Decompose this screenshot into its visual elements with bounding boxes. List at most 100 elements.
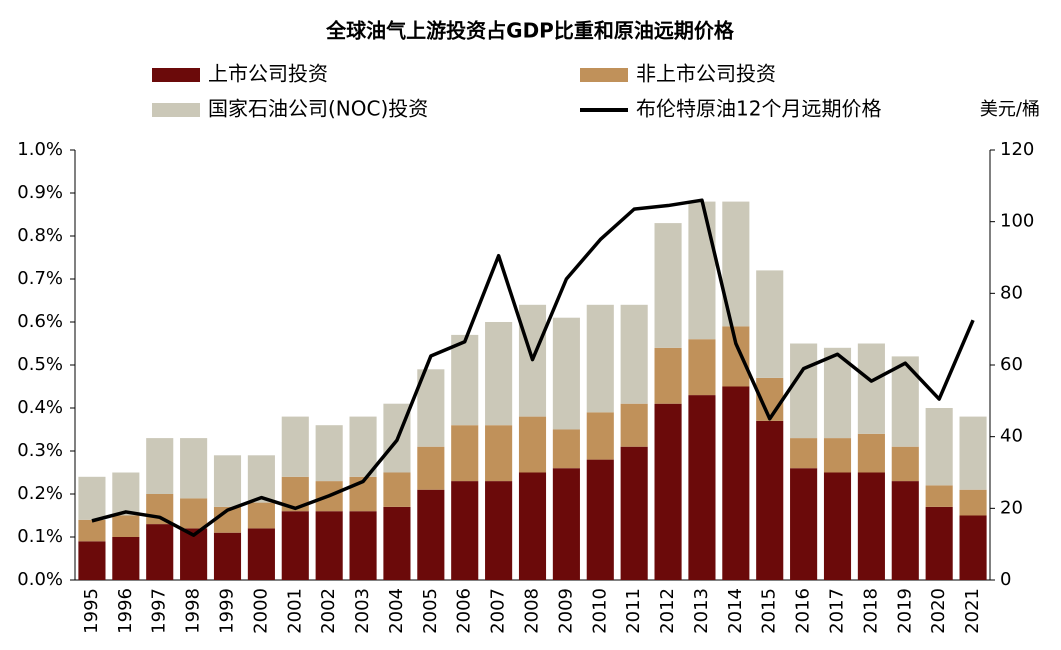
x-tick-label: 2012 bbox=[657, 588, 678, 634]
legend-label: 上市公司投资 bbox=[208, 62, 328, 86]
bar-segment bbox=[78, 541, 106, 580]
x-tick-label: 2008 bbox=[522, 588, 543, 634]
bar-segment bbox=[959, 416, 987, 490]
bar-segment bbox=[790, 468, 818, 580]
bar-segment bbox=[823, 438, 852, 473]
legend-label: 非上市公司投资 bbox=[636, 62, 776, 86]
x-tick-label: 1998 bbox=[183, 588, 204, 634]
x-tick-label: 2001 bbox=[284, 588, 305, 634]
bar-segment bbox=[180, 498, 208, 529]
bar-segment bbox=[891, 481, 919, 580]
bar-segment bbox=[959, 515, 987, 580]
bar-segment bbox=[485, 322, 513, 426]
y-tick-label: 0.6% bbox=[17, 311, 63, 332]
x-tick-label: 2013 bbox=[691, 588, 712, 634]
bar-segment bbox=[857, 472, 885, 580]
x-tick-label: 2005 bbox=[420, 588, 441, 634]
bar-segment bbox=[688, 395, 716, 580]
legend-swatch bbox=[580, 68, 628, 82]
bar-segment bbox=[213, 455, 242, 507]
x-tick-label: 2018 bbox=[860, 588, 881, 634]
bar-segment bbox=[790, 343, 818, 439]
bar-segment bbox=[620, 403, 648, 447]
bar-segment bbox=[654, 403, 682, 580]
y-tick-label: 0.3% bbox=[17, 440, 63, 461]
bar-segment bbox=[518, 416, 547, 473]
bar-segment bbox=[451, 481, 479, 580]
bar-segment bbox=[620, 304, 648, 404]
x-tick-label: 1996 bbox=[115, 588, 136, 634]
chart-title: 全球油气上游投资占GDP比重和原油远期价格 bbox=[325, 19, 735, 43]
legend-swatch bbox=[152, 68, 200, 82]
y-tick-label: 0.4% bbox=[17, 397, 63, 418]
bar-segment bbox=[281, 416, 309, 477]
y2-tick-label: 80 bbox=[1000, 282, 1023, 303]
x-tick-label: 1995 bbox=[81, 588, 102, 634]
bar-segment bbox=[620, 446, 648, 580]
x-tick-label: 2003 bbox=[352, 588, 373, 634]
y2-tick-label: 60 bbox=[1000, 354, 1023, 375]
bar-segment bbox=[722, 386, 750, 580]
bar-segment bbox=[451, 334, 479, 426]
y2-axis-label: 美元/桶 bbox=[980, 99, 1040, 120]
x-tick-label: 1997 bbox=[149, 588, 170, 634]
x-tick-label: 2006 bbox=[454, 588, 475, 634]
bar-segment bbox=[552, 429, 580, 469]
bar-segment bbox=[213, 532, 242, 580]
bar-segment bbox=[146, 494, 174, 525]
bar-segment bbox=[146, 524, 174, 580]
bar-segment bbox=[586, 459, 614, 580]
bar-segment bbox=[451, 425, 479, 482]
x-tick-label: 2004 bbox=[386, 588, 407, 634]
bar-segment bbox=[654, 223, 682, 348]
bar-segment bbox=[315, 425, 343, 482]
x-tick-label: 2000 bbox=[250, 588, 271, 634]
bar-segment bbox=[891, 446, 919, 482]
bar-segment bbox=[654, 347, 682, 404]
bar-segment bbox=[146, 438, 174, 494]
y-tick-label: 0.8% bbox=[17, 225, 63, 246]
y2-tick-label: 0 bbox=[1000, 569, 1011, 590]
bar-segment bbox=[281, 511, 309, 580]
bar-segment bbox=[722, 326, 750, 387]
bar-segment bbox=[78, 519, 106, 542]
bar-segment bbox=[790, 438, 818, 469]
y2-tick-label: 100 bbox=[1000, 211, 1034, 232]
bar-segment bbox=[383, 506, 411, 580]
y-tick-label: 0.5% bbox=[17, 354, 63, 375]
bar-segment bbox=[552, 468, 580, 580]
bar-segment bbox=[688, 339, 716, 396]
legend-label: 国家石油公司(NOC)投资 bbox=[208, 97, 428, 121]
bar-segment bbox=[180, 528, 208, 580]
bar-segment bbox=[756, 270, 784, 378]
bar-segment bbox=[417, 446, 445, 490]
price-line bbox=[91, 198, 975, 537]
bar-segment bbox=[688, 201, 716, 340]
y2-tick-label: 120 bbox=[1000, 139, 1034, 160]
x-tick-label: 2010 bbox=[589, 588, 610, 634]
bar-segment bbox=[349, 511, 377, 580]
x-tick-label: 2014 bbox=[725, 588, 746, 634]
x-tick-label: 2021 bbox=[962, 588, 983, 634]
bar-segment bbox=[518, 472, 547, 580]
y-tick-label: 0.7% bbox=[17, 268, 63, 289]
y2-tick-label: 20 bbox=[1000, 497, 1023, 518]
bar-segment bbox=[857, 343, 885, 434]
x-tick-label: 2020 bbox=[928, 588, 949, 634]
bar-segment bbox=[247, 502, 275, 529]
y-tick-label: 0.9% bbox=[17, 182, 63, 203]
bar-segment bbox=[247, 528, 275, 580]
bar-segment bbox=[485, 481, 513, 580]
x-tick-label: 2009 bbox=[555, 588, 576, 634]
bar-segment bbox=[586, 304, 614, 413]
bar-segment bbox=[823, 472, 852, 580]
x-tick-label: 2002 bbox=[318, 588, 339, 634]
x-tick-label: 1999 bbox=[217, 588, 238, 634]
y-tick-label: 0.1% bbox=[17, 526, 63, 547]
bar-segment bbox=[247, 455, 275, 503]
x-tick-label: 2017 bbox=[827, 588, 848, 634]
bar-segment bbox=[383, 472, 411, 507]
bar-segment bbox=[112, 472, 140, 516]
